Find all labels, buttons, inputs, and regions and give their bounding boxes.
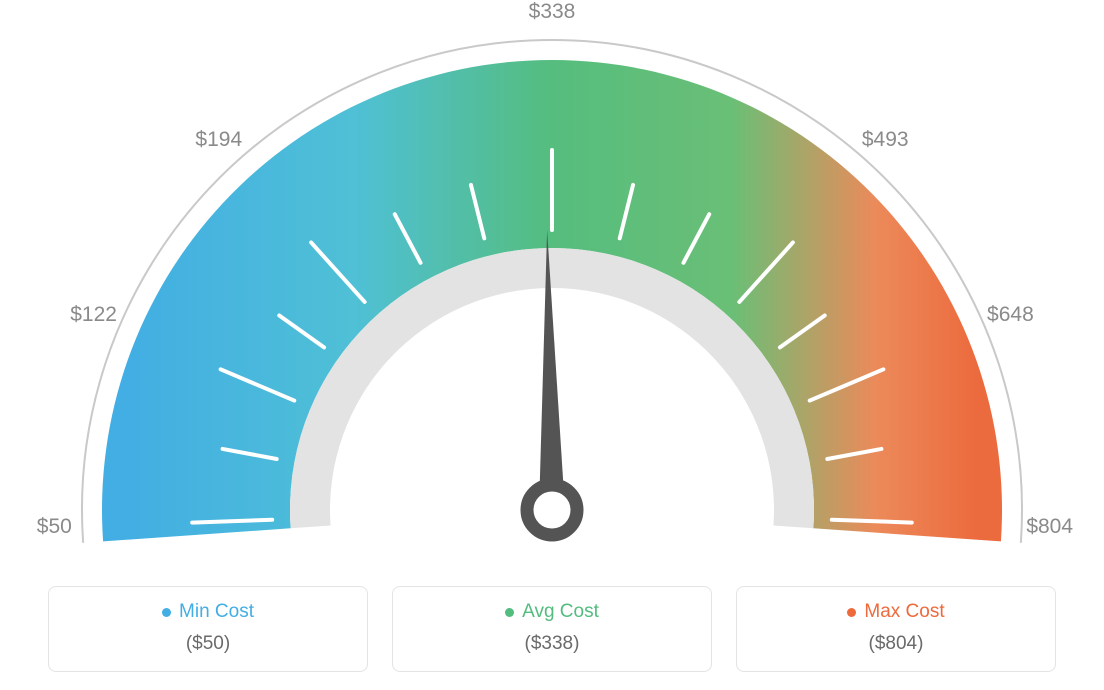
legend-dot-avg [505,608,514,617]
scale-label: $194 [195,128,242,152]
scale-label: $338 [529,0,576,24]
scale-label: $648 [987,303,1034,327]
legend-label-row-avg: Avg Cost [403,601,701,623]
legend-value-avg: ($338) [403,633,701,655]
scale-label: $493 [862,128,909,152]
cost-gauge-container: $50 $122 $194 $338 $493 $648 $804 Min Cost ($5… [0,0,1104,690]
legend-card-min: Min Cost ($50) [48,586,368,672]
legend-card-avg: Avg Cost ($338) [392,586,712,672]
legend-label-max: Max Cost [864,601,944,623]
legend-dot-max [847,608,856,617]
legend-value-max: ($804) [747,633,1045,655]
legend-label-min: Min Cost [179,601,254,623]
legend-value-min: ($50) [59,633,357,655]
scale-label: $804 [1026,515,1073,539]
legend-row: Min Cost ($50) Avg Cost ($338) Max Cost … [0,586,1104,672]
gauge-svg [0,0,1104,560]
gauge-area: $50 $122 $194 $338 $493 $648 $804 [0,0,1104,560]
legend-dot-min [162,608,171,617]
scale-label: $122 [70,303,117,327]
legend-label-row-min: Min Cost [59,601,357,623]
scale-label: $50 [37,515,72,539]
legend-label-row-max: Max Cost [747,601,1045,623]
legend-card-max: Max Cost ($804) [736,586,1056,672]
legend-label-avg: Avg Cost [522,601,599,623]
